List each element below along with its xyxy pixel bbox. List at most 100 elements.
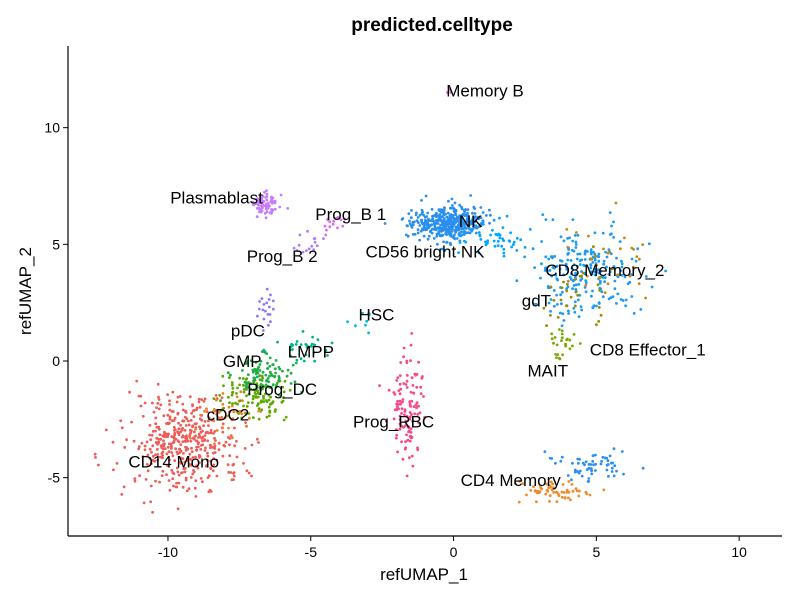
data-point [498, 236, 502, 240]
data-point [612, 220, 615, 224]
data-point [592, 245, 595, 249]
data-point [250, 443, 254, 447]
data-point [616, 273, 619, 277]
data-point [552, 490, 556, 494]
data-point [180, 471, 183, 475]
data-point [432, 221, 436, 225]
data-point [433, 225, 437, 229]
data-point [339, 218, 343, 222]
data-point [168, 417, 172, 421]
data-point [154, 453, 157, 457]
data-point [405, 415, 409, 418]
data-point [223, 444, 227, 448]
data-point [606, 459, 610, 463]
data-point [271, 383, 275, 387]
data-point [266, 201, 270, 205]
data-point [589, 252, 593, 256]
data-point [622, 472, 625, 476]
data-point [561, 290, 564, 294]
data-point [241, 369, 244, 372]
data-point [168, 415, 172, 419]
data-point [540, 240, 543, 243]
data-point [185, 417, 189, 420]
data-point [415, 211, 418, 215]
data-point [183, 460, 187, 464]
data-point [215, 398, 218, 402]
data-point [221, 374, 225, 378]
data-point [566, 258, 570, 262]
data-point [639, 308, 643, 311]
data-point [574, 487, 578, 491]
data-point [399, 422, 402, 426]
data-point [155, 425, 159, 429]
data-point [423, 221, 426, 225]
data-point [295, 358, 299, 362]
data-point [602, 247, 605, 251]
data-point [239, 390, 243, 394]
data-point [226, 371, 230, 375]
data-point [578, 293, 582, 297]
data-point [189, 418, 193, 422]
data-point [216, 416, 220, 420]
data-point [289, 382, 293, 385]
data-point [188, 428, 192, 432]
data-point [221, 422, 225, 426]
data-point [203, 420, 207, 423]
data-point [488, 208, 491, 212]
data-point [257, 407, 261, 410]
data-point [218, 410, 221, 414]
data-point [267, 405, 271, 409]
data-point [480, 222, 484, 226]
data-point [368, 313, 371, 316]
data-point [201, 435, 205, 439]
data-point [165, 473, 168, 476]
data-point [496, 244, 500, 248]
data-point [199, 413, 203, 417]
data-point [245, 388, 248, 391]
data-point [226, 395, 230, 399]
data-point [291, 348, 294, 351]
data-point [571, 344, 574, 348]
data-point [450, 235, 454, 238]
data-point [259, 359, 263, 363]
data-point [186, 459, 189, 462]
data-point [412, 391, 415, 395]
data-point [551, 256, 554, 260]
data-point [449, 91, 453, 94]
data-point [271, 299, 275, 303]
data-point [276, 340, 279, 344]
data-point [115, 462, 119, 465]
data-point [579, 305, 583, 309]
data-point [400, 400, 404, 404]
data-point [435, 234, 439, 238]
data-point [560, 339, 563, 342]
data-point [104, 428, 108, 432]
data-point [255, 215, 259, 219]
data-point [644, 275, 648, 278]
data-point [571, 489, 575, 493]
data-point [552, 341, 555, 345]
data-point [230, 381, 234, 385]
data-point [552, 304, 556, 308]
data-point [179, 443, 183, 446]
data-point [435, 212, 438, 216]
data-point [361, 311, 364, 315]
data-point [326, 354, 329, 357]
data-point [288, 388, 292, 392]
data-point [217, 441, 221, 445]
data-point [605, 468, 609, 472]
data-point [523, 255, 527, 259]
data-point [605, 265, 608, 269]
data-point [449, 206, 452, 210]
data-point [413, 412, 417, 416]
data-point [184, 448, 188, 452]
data-point [254, 360, 258, 364]
data-point [456, 217, 460, 221]
data-point [135, 379, 139, 383]
data-point [557, 494, 561, 497]
data-point [209, 429, 213, 432]
data-point [161, 450, 165, 454]
data-point [313, 359, 316, 363]
data-point [265, 210, 269, 214]
y-axis-title: refUMAP_2 [16, 247, 35, 335]
